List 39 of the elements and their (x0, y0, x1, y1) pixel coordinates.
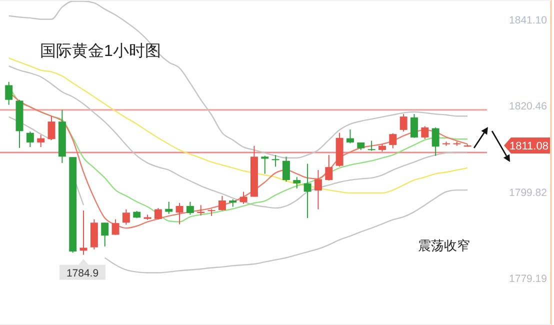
candlestick (293, 176, 301, 189)
candlestick (240, 191, 248, 204)
text: 1811.08 (510, 140, 548, 152)
line-series (8, 0, 468, 159)
text: 国际黄金1小时图 (40, 42, 161, 60)
candlestick (122, 208, 130, 226)
candlestick (389, 132, 397, 149)
annotation: 震荡收窄 (418, 238, 470, 253)
candlestick (154, 208, 162, 220)
candlestick (304, 163, 312, 219)
candlestick (26, 131, 34, 148)
candlestick (410, 114, 418, 138)
candlestick (346, 129, 354, 144)
candlestick (186, 201, 194, 216)
candlestick (325, 154, 333, 181)
y-tick-label: 1820.46 (509, 100, 548, 113)
candlestick (314, 170, 322, 210)
candlestick (80, 210, 88, 256)
candlestick (282, 156, 290, 182)
candlestick (112, 218, 120, 236)
candlestick (5, 81, 13, 106)
candlestick (421, 126, 429, 140)
candlestick (37, 134, 45, 148)
candlestick (48, 116, 56, 140)
candlestick (218, 195, 226, 212)
y-tick-label: 1779.19 (509, 273, 548, 286)
candlestick (176, 202, 184, 225)
candlestick (432, 126, 440, 156)
candlestick (368, 140, 376, 152)
candlestick (101, 222, 109, 247)
y-tick-label: 1799.82 (509, 186, 548, 199)
candlestick (400, 114, 408, 132)
y-tick-label: 1841.10 (509, 14, 548, 26)
candlestick (165, 201, 173, 214)
line-series (8, 65, 468, 209)
candlestick (261, 155, 269, 174)
line-series (8, 57, 468, 194)
candlestick (272, 154, 280, 168)
annotation: 1784.9 (66, 267, 99, 280)
